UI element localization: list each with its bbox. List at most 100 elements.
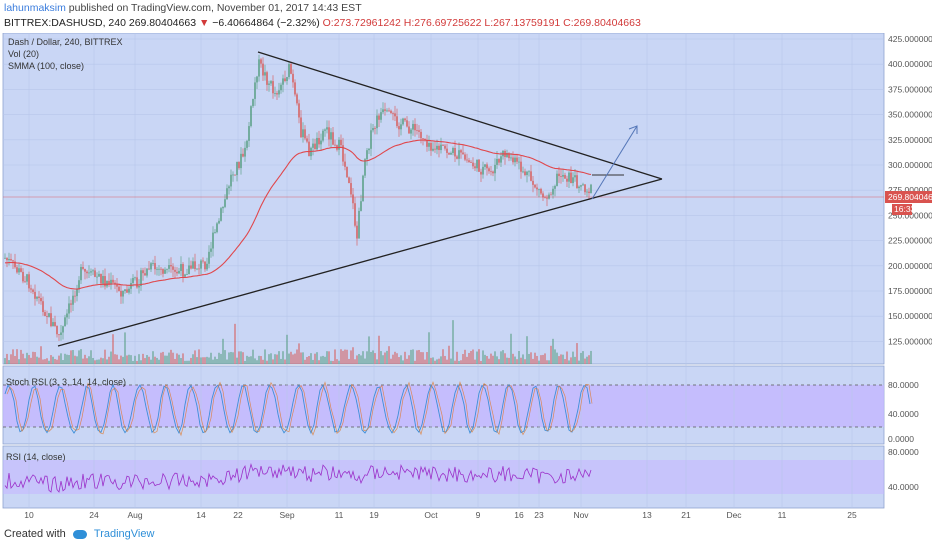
- smma-legend: SMMA (100, close): [8, 61, 84, 71]
- candle-body: [84, 268, 86, 272]
- candle-body: [28, 274, 30, 289]
- volume-bar: [212, 359, 214, 364]
- volume-bar: [530, 352, 532, 364]
- chart-container[interactable]: Dash / Dollar, 240, BITTREX Vol (20) SMM…: [0, 32, 932, 520]
- volume-bar: [292, 354, 294, 364]
- volume-bar: [140, 360, 142, 364]
- volume-bar: [170, 349, 172, 364]
- price-axis[interactable]: 425.00000000 400.00000000 375.00000000 350.…: [888, 34, 932, 346]
- candle-body: [144, 273, 146, 276]
- volume-bar: [126, 355, 128, 364]
- volume-bar: [184, 360, 186, 364]
- volume-bar: [462, 354, 464, 364]
- candle-body: [572, 177, 574, 184]
- volume-bar: [44, 359, 46, 364]
- volume-bar: [288, 353, 290, 364]
- volume-bar: [314, 353, 316, 364]
- volume-bar: [226, 359, 228, 364]
- tradingview-brand[interactable]: TradingView: [93, 528, 155, 540]
- volume-bar: [134, 355, 136, 364]
- volume-bar: [234, 323, 236, 364]
- volume-bar: [266, 360, 268, 364]
- stoch-band: [3, 385, 884, 427]
- volume-bar: [558, 356, 560, 364]
- candle-body: [214, 232, 216, 233]
- volume-bar: [144, 358, 146, 364]
- time-axis[interactable]: 10 24 Aug 14 22 Sep 11 19 Oct 9 16 23 Nov 13 21 Dec 11 25: [24, 510, 857, 520]
- candle-body: [462, 152, 464, 155]
- candle-body: [574, 175, 576, 178]
- candle-body: [16, 267, 18, 273]
- chart-svg[interactable]: Dash / Dollar, 240, BITTREX Vol (20) SMM…: [0, 32, 932, 520]
- volume-bar: [394, 351, 396, 364]
- candle-body: [124, 289, 126, 291]
- candle-body: [500, 156, 502, 163]
- volume-bar: [236, 357, 238, 364]
- volume-bar: [218, 352, 220, 364]
- volume-bar: [278, 351, 280, 364]
- candle-body: [26, 274, 28, 282]
- volume-bar: [110, 351, 112, 364]
- upper-trendline[interactable]: [257, 51, 663, 180]
- volume-bar: [176, 353, 178, 364]
- projection-arrow[interactable]: [591, 125, 638, 200]
- volume-bar: [264, 349, 266, 364]
- stoch-tick-label: 0.0000: [888, 434, 914, 444]
- candle-body: [482, 166, 484, 175]
- candle-body: [346, 166, 348, 178]
- volume-bar: [230, 351, 232, 364]
- candle-body: [332, 132, 334, 145]
- candle-body: [88, 272, 90, 274]
- author-link[interactable]: lahunmaksim: [4, 2, 66, 14]
- candle-body: [268, 83, 270, 85]
- volume-bar: [524, 359, 526, 364]
- volume-bar: [372, 350, 374, 364]
- volume-bar: [150, 359, 152, 364]
- volume-bar: [32, 351, 34, 364]
- volume-bar: [282, 351, 284, 364]
- lower-trendline[interactable]: [57, 178, 663, 347]
- rsi-band: [3, 460, 884, 494]
- candle-body: [112, 279, 114, 283]
- volume-bar: [504, 353, 506, 364]
- candle-body: [224, 199, 226, 207]
- candle-body: [376, 115, 378, 129]
- candle-body: [102, 276, 104, 284]
- volume-bar: [60, 353, 62, 364]
- candle-body: [80, 266, 82, 281]
- candle-body: [298, 103, 300, 118]
- volume-bar: [22, 353, 24, 364]
- candle-body: [404, 118, 406, 121]
- volume-bar: [370, 351, 372, 364]
- volume-bar: [194, 350, 196, 364]
- candle-body: [588, 191, 590, 194]
- volume-bar: [74, 355, 76, 364]
- volume-bar: [398, 357, 400, 364]
- candle-body: [286, 77, 288, 81]
- volume-bar: [408, 355, 410, 364]
- candle-body: [442, 144, 444, 146]
- candle-body: [552, 188, 554, 195]
- volume-bar: [374, 353, 376, 364]
- time-tick-label: 11: [335, 510, 344, 520]
- stoch-legend: Stoch RSI (3, 3, 14, 14, close): [6, 377, 126, 387]
- volume-bar: [352, 347, 354, 364]
- volume-bar: [432, 357, 434, 364]
- volume-bar: [294, 353, 296, 364]
- volume-bar: [48, 360, 50, 364]
- candle-body: [52, 322, 54, 327]
- publish-info: lahunmaksim published on TradingView.com…: [4, 2, 362, 14]
- oscillator-axis[interactable]: 80.0000 40.0000 0.0000 80.0000 40.0000: [888, 380, 919, 492]
- price-pane[interactable]: [2, 32, 885, 365]
- volume-bar: [424, 359, 426, 364]
- time-tick-label: 23: [534, 510, 544, 520]
- volume-bar: [520, 357, 522, 364]
- volume-bar: [466, 356, 468, 364]
- stoch-d-line: [6, 380, 593, 437]
- candle-body: [456, 156, 458, 159]
- candle-body: [506, 153, 508, 157]
- price-tick-label: 175.00000000: [888, 286, 932, 296]
- candle-body: [444, 145, 446, 149]
- candle-body: [276, 93, 278, 95]
- candle-body: [238, 162, 240, 169]
